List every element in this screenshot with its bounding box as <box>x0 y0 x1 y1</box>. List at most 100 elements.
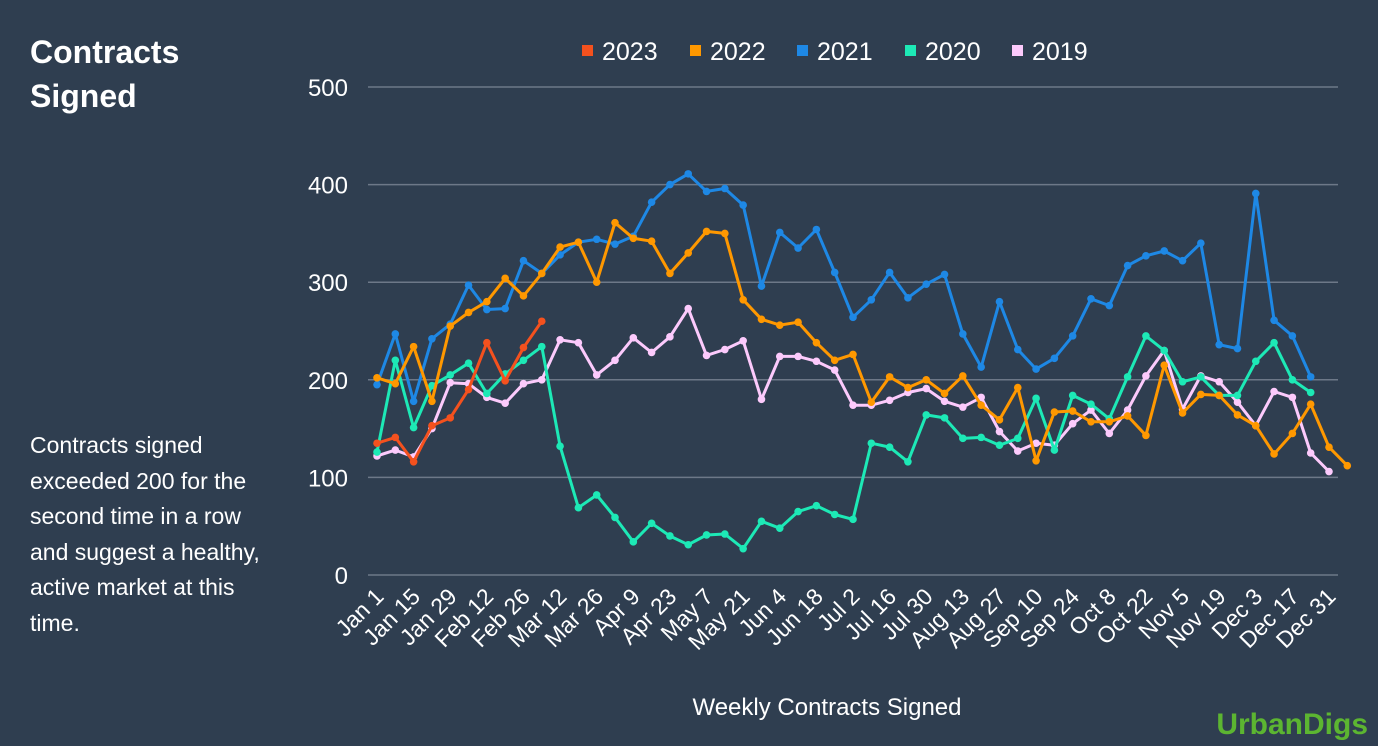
y-tick-label: 400 <box>308 173 348 200</box>
series-2019 <box>373 304 1333 476</box>
x-axis-label: Weekly Contracts Signed <box>692 694 961 721</box>
data-point <box>501 274 509 283</box>
data-point <box>391 446 400 454</box>
data-point <box>647 237 656 246</box>
data-point <box>1160 247 1169 255</box>
data-point <box>995 297 1004 306</box>
data-point <box>1178 377 1187 386</box>
data-point <box>391 433 400 442</box>
data-point <box>702 531 711 539</box>
data-point <box>721 345 729 354</box>
legend-swatch <box>690 45 701 56</box>
data-point <box>483 389 491 398</box>
data-point <box>1215 391 1223 400</box>
data-point <box>1270 338 1278 347</box>
data-point <box>592 278 601 287</box>
data-point <box>739 295 747 304</box>
data-point <box>702 227 711 236</box>
data-point <box>519 356 528 365</box>
data-point <box>775 321 784 329</box>
data-point <box>409 423 418 432</box>
data-point <box>519 379 528 388</box>
data-point <box>666 532 674 540</box>
data-point <box>1068 407 1077 415</box>
data-point <box>794 318 802 327</box>
data-point <box>574 238 583 246</box>
data-point <box>446 371 455 379</box>
data-point <box>373 439 381 448</box>
data-point <box>739 201 747 209</box>
data-point <box>446 322 455 330</box>
data-point <box>1270 316 1278 325</box>
legend-label: 2019 <box>1032 38 1088 66</box>
data-point <box>1032 394 1040 403</box>
data-point <box>922 411 931 419</box>
data-point <box>1325 467 1333 476</box>
data-point <box>1032 457 1040 465</box>
data-point <box>830 366 839 374</box>
data-point <box>501 376 509 385</box>
data-point <box>1288 393 1297 402</box>
data-point <box>592 491 601 499</box>
data-point <box>812 225 821 234</box>
legend-label: 2022 <box>710 38 766 66</box>
data-point <box>794 352 802 361</box>
data-point <box>1270 450 1278 458</box>
data-point <box>959 403 967 411</box>
series-line <box>375 334 1312 551</box>
data-point <box>1068 332 1077 340</box>
series-line <box>376 320 544 464</box>
data-point <box>647 348 656 357</box>
data-point <box>592 235 601 244</box>
data-point <box>464 385 473 394</box>
data-point <box>556 335 564 344</box>
data-point <box>1233 344 1242 353</box>
data-point <box>373 374 381 382</box>
series-2023 <box>373 317 546 466</box>
legend-label: 2021 <box>817 38 873 66</box>
data-point <box>483 338 491 347</box>
y-tick-label: 100 <box>308 465 348 492</box>
data-point <box>904 457 912 466</box>
data-point <box>1251 189 1260 198</box>
legend-swatch <box>905 45 916 56</box>
data-point <box>574 338 583 347</box>
data-point <box>812 338 821 347</box>
data-point <box>757 517 766 526</box>
data-point <box>867 295 876 304</box>
data-point <box>684 304 693 313</box>
data-point <box>1087 417 1095 426</box>
data-point <box>995 416 1004 424</box>
data-point <box>1197 390 1205 399</box>
data-point <box>1270 387 1278 396</box>
commentary-text: Contracts signed exceeded 200 for the se… <box>30 432 260 636</box>
data-point <box>483 305 491 314</box>
data-point <box>977 363 985 371</box>
data-point <box>464 281 473 289</box>
data-point <box>391 356 400 365</box>
gridlines <box>368 86 1338 576</box>
data-point <box>556 251 564 259</box>
data-point <box>684 540 693 549</box>
data-point <box>1123 406 1132 414</box>
data-point <box>757 395 766 404</box>
data-point <box>373 380 381 389</box>
data-point <box>519 256 528 265</box>
data-point <box>794 507 802 516</box>
data-point <box>1105 301 1114 310</box>
data-point <box>428 421 436 430</box>
data-point <box>1142 252 1150 260</box>
data-point <box>959 330 967 338</box>
data-point <box>775 228 784 237</box>
data-point <box>464 308 473 317</box>
data-point <box>409 342 418 351</box>
data-point <box>940 414 949 422</box>
data-point <box>1087 294 1095 303</box>
data-point <box>885 443 894 451</box>
data-point <box>867 398 876 407</box>
data-point <box>1233 391 1242 400</box>
series-line <box>375 172 1313 403</box>
data-point <box>556 243 564 251</box>
data-point <box>849 350 857 359</box>
chart-title: Contracts Signed <box>30 34 180 114</box>
